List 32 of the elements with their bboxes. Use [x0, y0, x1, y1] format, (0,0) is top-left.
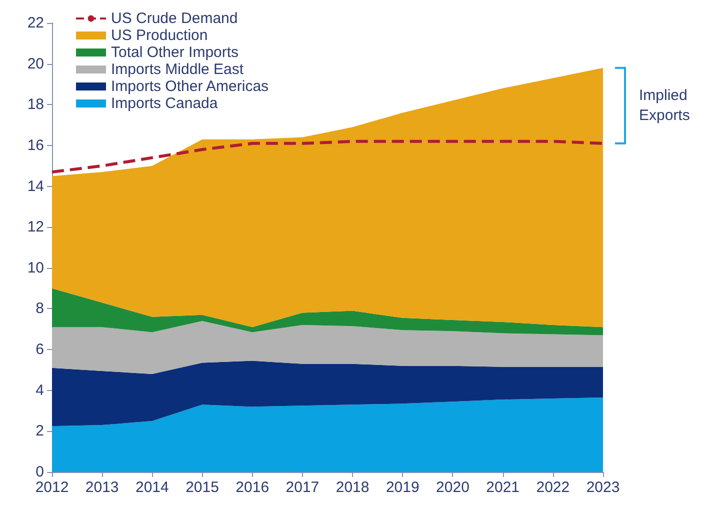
y-tick-label: 8 [36, 300, 44, 318]
x-tick-label: 2021 [486, 479, 520, 496]
y-tick-label: 10 [27, 259, 44, 276]
x-tick-label: 2019 [386, 479, 420, 496]
x-tick-label: 2015 [186, 479, 219, 496]
y-tick-label: 22 [27, 14, 44, 32]
y-tick-label: 12 [27, 218, 44, 236]
x-tick-label: 2020 [436, 479, 470, 496]
y-tick-label: 6 [36, 341, 44, 358]
x-tick-label: 2023 [586, 479, 620, 496]
x-tick-label: 2018 [336, 479, 370, 496]
y-tick-label: 0 [36, 464, 44, 480]
x-tick-label: 2017 [286, 479, 320, 496]
y-tick-label: 4 [36, 382, 44, 399]
x-tick-label: 2014 [135, 479, 169, 496]
legend-label: US Production [111, 27, 208, 44]
legend-label: US Crude Demand [111, 10, 238, 27]
y-tick-label: 16 [27, 136, 44, 154]
y-tick-label: 2 [36, 422, 44, 440]
y-tick-label: 14 [27, 178, 44, 195]
y-tick-label: 18 [27, 96, 44, 114]
x-tick-label: 2022 [536, 479, 570, 496]
legend-label: Imports Canada [111, 95, 218, 112]
legend-label: Imports Other Americas [111, 78, 269, 95]
text: Implied Exports [639, 87, 690, 124]
y-tick-label: 20 [27, 55, 44, 72]
x-tick-label: 2013 [85, 479, 119, 496]
x-tick-label: 2012 [35, 479, 69, 496]
legend-label: Imports Middle East [111, 61, 244, 78]
line-series [50, 140, 604, 174]
legend-label: Total Other Imports [111, 44, 239, 61]
x-tick-label: 2016 [236, 479, 270, 496]
